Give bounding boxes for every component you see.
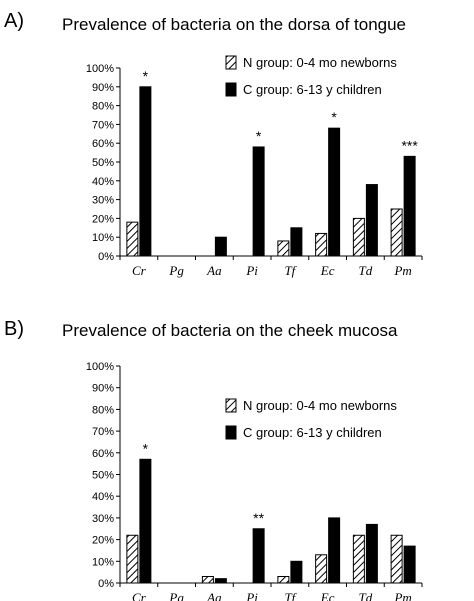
y-tick-label: 0% <box>98 251 114 263</box>
legend-swatch-c-group <box>225 425 237 440</box>
y-tick-label: 20% <box>92 213 114 225</box>
category-label: Tf <box>284 590 297 601</box>
bar-c-group <box>365 184 378 257</box>
bar-c-group <box>403 545 416 584</box>
y-tick-label: 10% <box>92 556 114 568</box>
bar-n-group <box>390 534 403 584</box>
y-tick-label: 60% <box>92 138 114 150</box>
bar-n-group <box>315 232 328 257</box>
y-tick-label: 40% <box>92 176 114 188</box>
bar-c-group <box>252 528 265 584</box>
bar-c-group <box>328 517 341 584</box>
y-tick-label: 30% <box>92 513 114 525</box>
category-label: Ec <box>320 590 335 601</box>
legend-label-n-group: N group: 0-4 mo newborns <box>243 55 397 70</box>
significance-marker: * <box>143 440 149 456</box>
y-tick-label: 70% <box>92 426 114 438</box>
category-label: Pg <box>168 590 184 601</box>
bar-c-group <box>214 236 227 257</box>
category-label: Pi <box>245 590 258 601</box>
y-tick-label: 80% <box>92 101 114 113</box>
category-label: Cr <box>132 590 147 601</box>
significance-marker: ** <box>253 510 264 526</box>
chart-title: Prevalence of bacteria on the cheek muco… <box>62 321 398 340</box>
category-label: Ec <box>320 263 335 278</box>
significance-marker: * <box>256 128 262 144</box>
legend-swatch-n-group <box>225 55 237 70</box>
y-tick-label: 20% <box>92 535 114 547</box>
y-tick-label: 90% <box>92 383 114 395</box>
y-tick-label: 50% <box>92 470 114 482</box>
significance-marker: *** <box>401 137 418 153</box>
chart-plot: 0% 10% 20% 30% 40% 50% 60% 70% 80% 90% 100% Cr * Pg Aa… <box>86 361 423 601</box>
category-label: Tf <box>284 263 297 278</box>
legend-swatch-c-group <box>225 82 237 97</box>
chart-title: Prevalence of bacteria on the dorsa of t… <box>62 15 407 34</box>
bar-n-group <box>201 575 214 584</box>
significance-marker: * <box>331 109 337 125</box>
bar-c-group <box>214 578 227 584</box>
y-tick-label: 40% <box>92 491 114 503</box>
category-label: Pg <box>168 263 184 278</box>
y-tick-label: 100% <box>86 361 114 373</box>
category-label: Td <box>359 590 373 601</box>
category-label: Td <box>359 263 373 278</box>
bar-n-group <box>126 221 139 257</box>
y-tick-label: 0% <box>98 578 114 590</box>
bar-n-group <box>277 240 290 257</box>
bar-n-group <box>390 208 403 257</box>
category-label: Pm <box>393 590 411 601</box>
y-tick-label: 60% <box>92 448 114 460</box>
category-label: Aa <box>206 263 222 278</box>
category-label: Pi <box>245 263 258 278</box>
y-tick-label: 10% <box>92 232 114 244</box>
bar-n-group <box>352 217 365 257</box>
panel-label: A) <box>4 10 24 32</box>
bar-c-group <box>365 523 378 584</box>
bar-c-group <box>139 86 152 257</box>
bar-c-group <box>290 560 303 584</box>
y-tick-label: 70% <box>92 119 114 131</box>
category-label: Pm <box>393 263 411 278</box>
category-label: Aa <box>206 590 222 601</box>
panel-label: B) <box>4 318 24 340</box>
chart-plot: 0% 10% 20% 30% 40% 50% 60% 70% 80% 90% 100% Cr * Pg Aa… <box>86 55 423 278</box>
bar-n-group <box>126 534 139 584</box>
bar-n-group <box>315 554 328 584</box>
category-label: Cr <box>132 263 147 278</box>
bar-c-group <box>290 227 303 257</box>
chart-panel-b: B) Prevalence of bacteria on the cheek m… <box>0 310 474 601</box>
y-tick-label: 100% <box>86 63 114 75</box>
legend-label-c-group: C group: 6-13 y children <box>243 82 382 97</box>
bar-n-group <box>277 575 290 584</box>
y-tick-label: 30% <box>92 195 114 207</box>
bar-c-group <box>328 127 341 257</box>
bar-n-group <box>352 534 365 584</box>
bar-c-group <box>139 458 152 584</box>
y-tick-label: 80% <box>92 404 114 416</box>
chart-panel-a: A) Prevalence of bacteria on the dorsa o… <box>0 0 474 300</box>
significance-marker: * <box>143 68 149 84</box>
legend-label-n-group: N group: 0-4 mo newborns <box>243 398 397 413</box>
y-tick-label: 90% <box>92 82 114 94</box>
bar-c-group <box>252 146 265 257</box>
bar-c-group <box>403 155 416 257</box>
y-tick-label: 50% <box>92 157 114 169</box>
legend-swatch-n-group <box>225 398 237 413</box>
legend-label-c-group: C group: 6-13 y children <box>243 425 382 440</box>
